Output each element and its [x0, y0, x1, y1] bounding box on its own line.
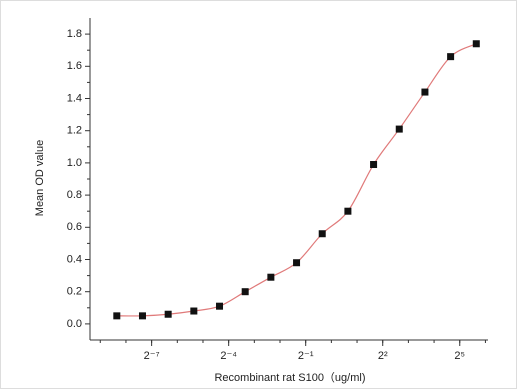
y-tick-label: 1.4: [67, 92, 82, 104]
x-tick-label: 2⁻⁴: [220, 350, 237, 362]
y-tick-label: 1.6: [67, 60, 82, 72]
point: [318, 230, 326, 238]
point: [216, 302, 224, 310]
y-tick-label: 0.0: [67, 318, 82, 330]
y-tick-label: 0.4: [67, 253, 82, 265]
y-tick-label: 1.2: [67, 125, 82, 137]
point: [241, 288, 249, 296]
x-tick-label: 2⁻⁷: [144, 350, 160, 362]
point: [293, 259, 301, 267]
x-tick-label: 2⁻¹: [298, 350, 314, 362]
y-tick-label: 1.0: [67, 157, 82, 169]
point: [113, 312, 121, 320]
x-tick-label: 2⁵: [454, 350, 465, 362]
y-tick-label: 0.2: [67, 286, 82, 298]
point: [267, 273, 275, 281]
point: [138, 312, 146, 320]
point: [344, 207, 352, 215]
y-axis-label: Mean OD value: [34, 140, 46, 216]
point: [395, 125, 403, 133]
x-axis-label: Recombinant rat S100（ug/ml): [214, 371, 365, 384]
y-tick-label: 0.8: [67, 189, 82, 201]
x-tick-label: 2²: [378, 350, 388, 362]
point: [190, 307, 198, 315]
y-tick-label: 0.6: [67, 221, 82, 233]
point: [421, 88, 429, 96]
point: [164, 310, 172, 318]
point: [370, 161, 378, 169]
point: [472, 40, 480, 48]
y-tick-label: 1.8: [67, 28, 82, 40]
point: [447, 53, 455, 61]
